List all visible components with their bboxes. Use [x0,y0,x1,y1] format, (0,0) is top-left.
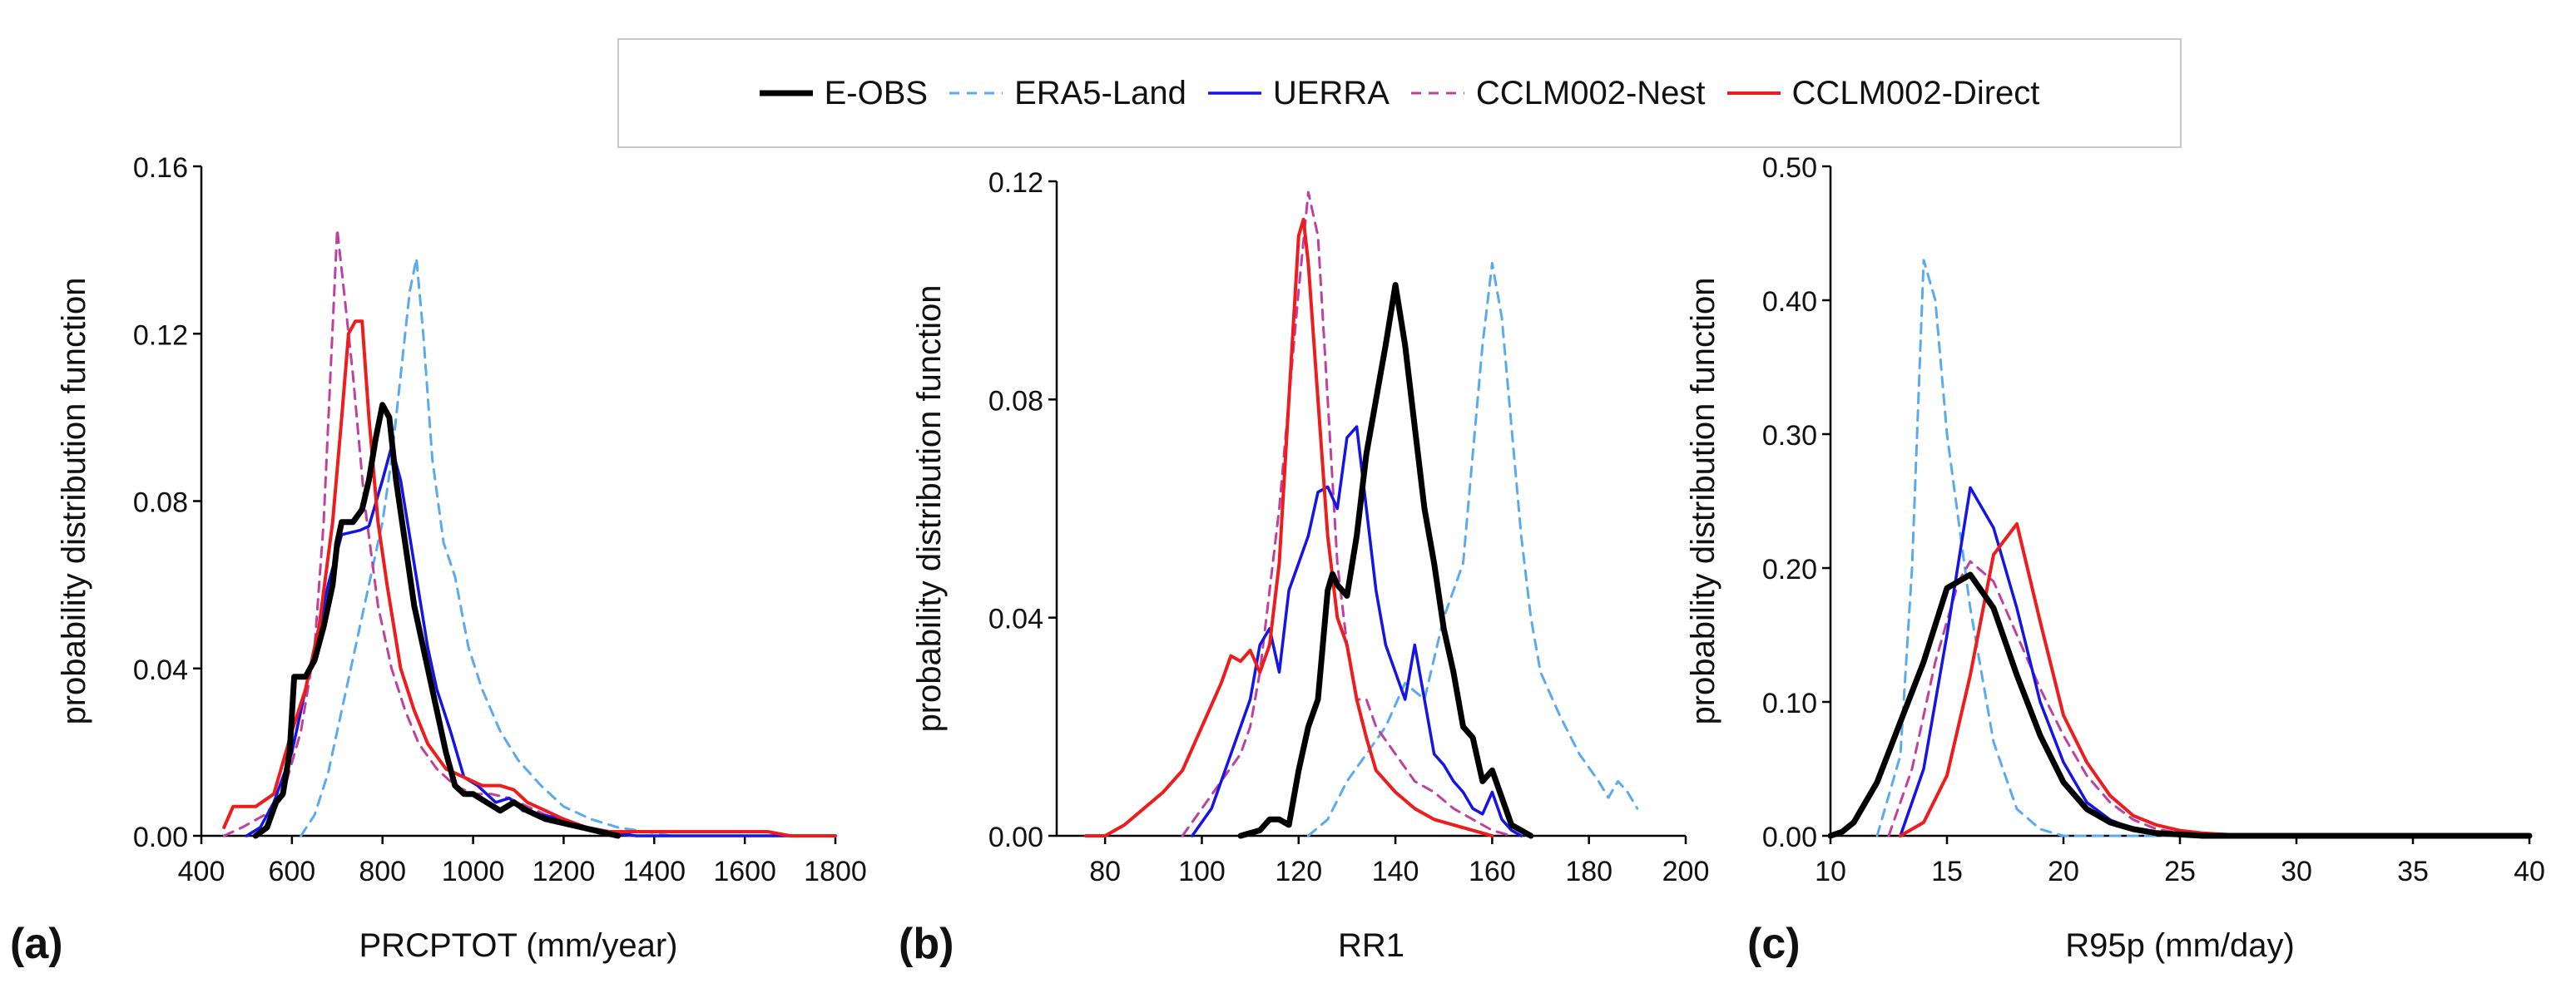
y-axis-label: probability distribution function [911,284,948,732]
legend-label: CCLM002-Nest [1475,74,1706,111]
x-axis-label: RR1 [1338,927,1404,964]
y-tick-label: 0.08 [988,385,1043,417]
legend-swatch [759,90,813,96]
y-tick-label: 0.08 [133,487,188,519]
series-line-cclm002-direct [1083,217,1494,837]
y-tick-label: 0.30 [1762,420,1817,452]
y-tick-label: 0.12 [133,319,188,351]
legend-item: E-OBS [759,74,929,112]
x-tick-label: 25 [2164,856,2196,887]
x-tick-label: 15 [1931,856,1963,887]
x-tick-label: 35 [2397,856,2429,887]
x-tick-label: 10 [1815,856,1846,887]
legend-swatch [1726,91,1781,95]
x-tick-label: 800 [359,856,406,887]
panel-label: (b) [899,920,954,968]
x-tick-label: 120 [1275,856,1322,887]
x-tick-label: 80 [1089,856,1121,887]
y-tick-label: 0.50 [1762,152,1817,184]
panel-label: (c) [1747,920,1801,968]
x-axis-label: PRCPTOT (mm/year) [359,927,678,964]
x-tick-label: 1600 [713,856,776,887]
chart-panel-3: 0.00 0.10 0.20 0.30 0.40 0.50 10 15 20 25 30 35 40 R9… [1685,152,2545,968]
series-line-cclm002-direct [222,319,837,837]
legend-swatch [1410,91,1464,95]
x-tick-label: 1200 [533,856,596,887]
x-tick-label: 100 [1178,856,1226,887]
chart-panel-1: 0.00 0.04 0.08 0.12 0.16 400 600 800 1000 1200 140… [10,152,867,968]
x-tick-label: 1000 [442,856,505,887]
y-tick-label: 0.40 [1762,286,1817,318]
series-line-era5-land [1875,259,2531,837]
series-line-cclm002-nest [222,228,837,837]
series-line-e-obs [252,402,622,839]
x-tick-label: 400 [178,856,225,887]
legend-row: E-OBS ERA5-Land UERRA CCLM002-Nest CCLM002-D… [619,40,2180,146]
x-tick-label: 20 [2048,856,2079,887]
x-tick-label: 1800 [804,856,867,887]
y-tick-label: 0.04 [988,604,1043,635]
series-line-e-obs [1827,571,2533,839]
y-tick-label: 0.16 [133,152,188,184]
legend: E-OBS ERA5-Land UERRA CCLM002-Nest CCLM002-D… [617,38,2182,148]
x-tick-label: 1400 [622,856,686,887]
legend-item: ERA5-Land [949,75,1186,112]
legend-label: CCLM002-Direct [1791,74,2040,111]
legend-label: ERA5-Land [1014,74,1186,111]
y-tick-label: 0.00 [133,822,188,853]
legend-item: CCLM002-Direct [1726,74,2040,112]
x-tick-label: 160 [1469,856,1516,887]
x-tick-label: 40 [2514,856,2545,887]
x-tick-label: 180 [1565,856,1612,887]
legend-label: E-OBS [824,74,929,111]
y-tick-label: 0.04 [133,655,188,686]
legend-swatch [949,91,1003,95]
y-tick-label: 0.00 [988,822,1043,853]
x-tick-label: 600 [268,856,315,887]
panel-label: (a) [10,920,63,968]
legend-swatch [1207,91,1261,95]
series-line-cclm002-nest [1181,190,1513,837]
y-axis-label: probability distribution function [56,277,92,724]
legend-item: CCLM002-Nest [1410,74,1706,112]
x-axis-label: R95p (mm/day) [2065,927,2295,964]
y-tick-label: 0.10 [1762,688,1817,719]
y-tick-label: 0.20 [1762,554,1817,585]
legend-item: UERRA [1207,74,1390,112]
y-axis-label: probability distribution function [1685,277,1721,724]
y-tick-label: 0.12 [988,167,1043,199]
y-tick-label: 0.00 [1762,822,1817,853]
series-line-cclm002-direct [1899,521,2531,837]
series-line-uerra [1899,486,2531,837]
chart-panel-2: 0.00 0.04 0.08 0.12 80 100 120 140 160 180 200 RR1 p… [899,167,1709,968]
x-tick-label: 30 [2281,856,2312,887]
legend-label: UERRA [1272,74,1390,111]
series-line-e-obs [1237,282,1534,839]
series-line-era5-land [1306,261,1639,837]
x-tick-label: 140 [1372,856,1419,887]
series-line-uerra [1191,425,1523,837]
x-tick-label: 200 [1662,856,1710,887]
